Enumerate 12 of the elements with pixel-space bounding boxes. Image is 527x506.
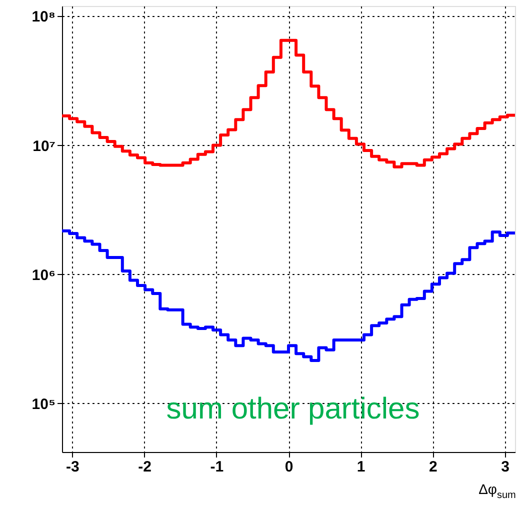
y-tick-label: 10⁷ (32, 138, 56, 155)
y-tick-label: 10⁶ (32, 266, 56, 284)
x-tick-label: -1 (210, 458, 224, 476)
x-tick-label: -2 (138, 458, 152, 476)
x-tick-label: 0 (284, 458, 294, 476)
x-tick-label: 2 (429, 458, 438, 476)
y-tick-label: 10⁸ (32, 8, 56, 26)
x-tick-label: 1 (356, 458, 366, 476)
x-tick-label: -3 (66, 458, 80, 476)
y-tick-label: 10⁵ (32, 396, 56, 413)
x-tick-label: 3 (501, 458, 510, 476)
annotation: sum other particles (166, 392, 420, 426)
